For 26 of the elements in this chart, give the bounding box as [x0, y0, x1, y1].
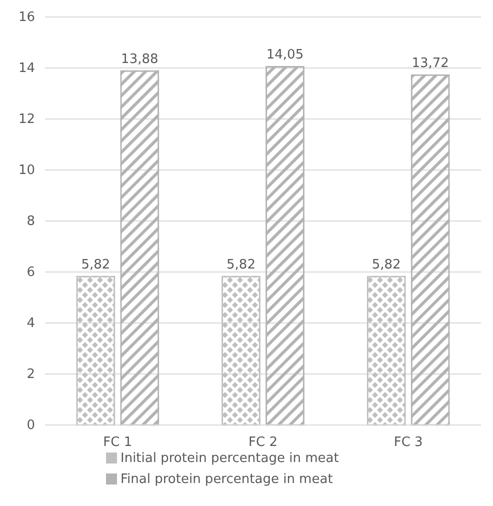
y-tick-label: 2: [26, 367, 35, 382]
y-tick-label: 14: [18, 61, 35, 76]
legend-label: Final protein percentage in meat: [120, 472, 333, 487]
x-tick-label: FC 3: [394, 435, 423, 450]
y-tick-label: 12: [18, 112, 35, 128]
bar: [410, 74, 450, 426]
x-tick-label: FC 2: [248, 435, 278, 450]
data-label: 13,72: [412, 56, 449, 72]
y-tick-label: 10: [18, 163, 35, 178]
data-label: 14,05: [266, 48, 304, 63]
y-tick-label: 4: [26, 316, 35, 332]
data-label: 5,82: [81, 258, 110, 273]
data-label: 13,88: [121, 52, 158, 68]
bar: [366, 276, 406, 426]
y-tick-label: 0: [26, 418, 35, 434]
data-label: 5,82: [226, 258, 256, 273]
bar: [266, 66, 304, 426]
legend-label: Initial protein percentage in meat: [120, 451, 339, 466]
data-label: 5,82: [372, 258, 401, 273]
bar: [76, 276, 116, 426]
y-tick-label: 8: [26, 214, 35, 230]
y-tick-label: 16: [18, 10, 35, 26]
y-tick-label: 6: [26, 265, 35, 280]
bar: [222, 276, 260, 426]
x-tick-label: FC 1: [103, 435, 132, 450]
bar: [120, 70, 160, 426]
